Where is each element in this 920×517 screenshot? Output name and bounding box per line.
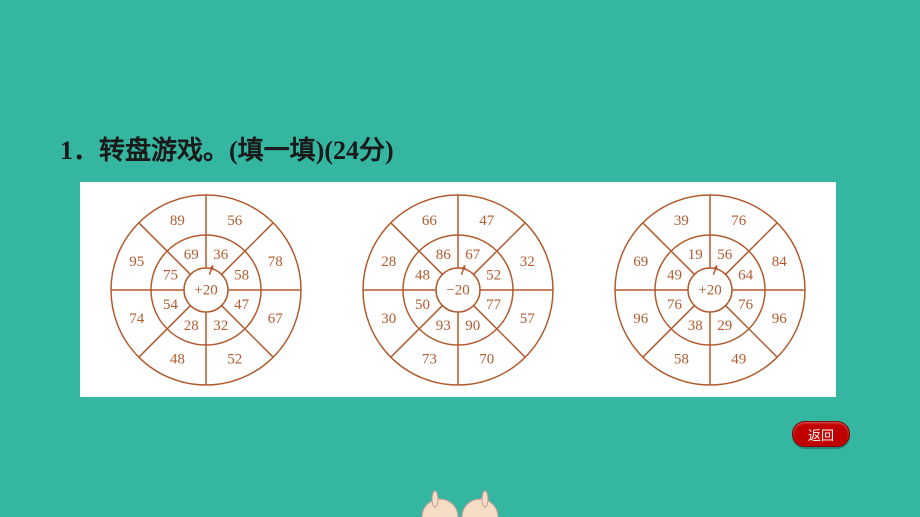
svg-text:39: 39 [674,213,689,229]
peek-decoration [400,477,520,517]
return-button[interactable]: 返回 [792,421,850,447]
svg-text:32: 32 [520,253,535,269]
svg-text:56: 56 [227,213,243,229]
svg-text:96: 96 [772,311,788,327]
wheel-card-1: 69 89 36 56 58 78 47 67 32 52 28 48 54 74 75 95 +20 [80,182,332,397]
svg-text:93: 93 [436,318,451,334]
svg-text:84: 84 [772,253,788,269]
svg-text:52: 52 [486,267,501,283]
svg-text:78: 78 [268,253,283,269]
svg-text:69: 69 [184,246,199,262]
svg-text:36: 36 [213,246,229,262]
svg-text:52: 52 [227,351,242,367]
svg-text:47: 47 [234,297,250,313]
svg-text:+20: +20 [698,282,721,298]
svg-text:76: 76 [731,213,747,229]
svg-text:+20: +20 [194,282,217,298]
svg-text:30: 30 [381,311,396,327]
svg-text:90: 90 [465,318,480,334]
svg-text:96: 96 [633,311,649,327]
svg-text:50: 50 [415,297,430,313]
wheels-container: 69 89 36 56 58 78 47 67 32 52 28 48 54 74 75 95 +20 86 66… [80,182,836,397]
svg-text:38: 38 [688,318,703,334]
svg-text:95: 95 [129,253,144,269]
question-title: 1．转盘游戏。(填一填)(24分) [60,130,394,167]
svg-text:77: 77 [486,297,502,313]
wheel-card-3: 19 39 56 76 64 84 76 96 29 49 38 58 76 96 49 69 +20 [584,182,836,397]
svg-text:58: 58 [234,267,249,283]
wheel-card-2: 86 66 67 47 52 32 77 57 90 70 93 73 50 30 48 28 −20 [332,182,584,397]
svg-text:48: 48 [170,351,185,367]
svg-text:−20: −20 [446,282,469,298]
svg-text:67: 67 [465,246,481,262]
svg-text:28: 28 [381,253,396,269]
svg-text:49: 49 [667,267,682,283]
svg-text:64: 64 [738,267,754,283]
wheel-svg-1: 69 89 36 56 58 78 47 67 32 52 28 48 54 74 75 95 +20 [106,190,306,390]
svg-text:58: 58 [674,351,689,367]
svg-text:56: 56 [717,246,733,262]
svg-text:28: 28 [184,318,199,334]
wheel-svg-3: 19 39 56 76 64 84 76 96 29 49 38 58 76 96 49 69 +20 [610,190,810,390]
svg-text:75: 75 [163,267,178,283]
wheel-svg-2: 86 66 67 47 52 32 77 57 90 70 93 73 50 30 48 28 −20 [358,190,558,390]
svg-text:69: 69 [633,253,648,269]
svg-text:70: 70 [479,351,494,367]
svg-text:67: 67 [268,311,284,327]
svg-text:54: 54 [163,297,179,313]
svg-text:89: 89 [170,213,185,229]
svg-text:48: 48 [415,267,430,283]
svg-text:76: 76 [738,297,754,313]
svg-text:49: 49 [731,351,746,367]
svg-text:29: 29 [717,318,732,334]
svg-text:74: 74 [129,311,145,327]
svg-text:57: 57 [520,311,536,327]
svg-text:47: 47 [479,213,495,229]
svg-text:32: 32 [213,318,228,334]
svg-text:76: 76 [667,297,683,313]
svg-text:66: 66 [422,213,438,229]
svg-text:19: 19 [688,246,703,262]
svg-text:73: 73 [422,351,437,367]
svg-text:86: 86 [436,246,452,262]
